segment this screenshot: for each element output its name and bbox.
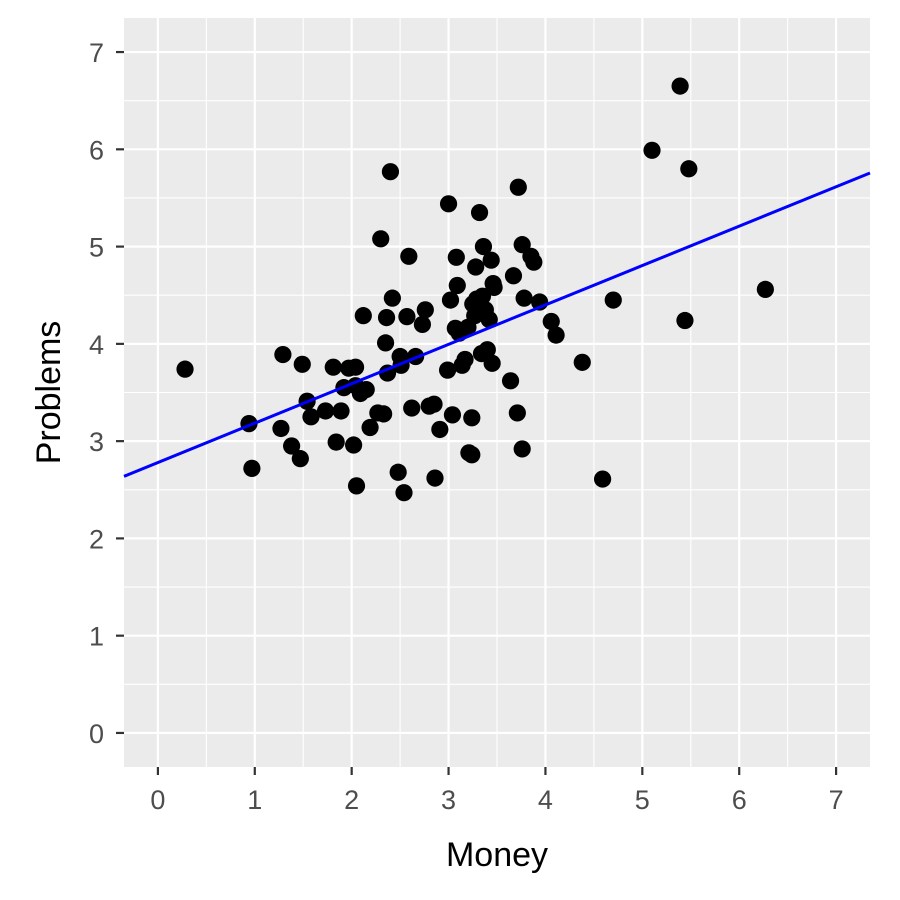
data-point xyxy=(604,291,622,309)
data-point xyxy=(332,402,350,420)
data-point xyxy=(482,251,500,269)
data-point xyxy=(480,310,498,329)
y-axis: 0 1 2 3 4 5 6 7 xyxy=(89,38,124,749)
data-point xyxy=(291,450,309,468)
data-point xyxy=(478,341,496,359)
x-tick-label: 2 xyxy=(344,785,359,815)
data-point xyxy=(361,418,379,437)
data-point xyxy=(395,484,413,502)
scatter-points xyxy=(176,77,774,502)
data-point xyxy=(513,440,531,458)
x-tick-label: 6 xyxy=(732,785,747,815)
data-point xyxy=(324,358,342,376)
data-point xyxy=(573,353,591,371)
regression-line xyxy=(123,171,871,478)
data-point xyxy=(416,301,434,319)
data-point xyxy=(400,247,418,265)
x-axis: 0 1 2 3 4 5 6 7 xyxy=(150,767,844,815)
data-point xyxy=(508,404,526,422)
data-point xyxy=(372,230,390,248)
data-point xyxy=(426,469,444,487)
y-tick-label: 5 xyxy=(89,233,104,263)
data-point xyxy=(504,267,523,285)
regression-line-layer xyxy=(123,171,871,478)
data-point xyxy=(346,358,365,376)
x-axis-title: Money xyxy=(446,836,548,874)
data-point xyxy=(542,312,560,331)
data-point xyxy=(389,463,407,481)
data-point xyxy=(381,163,400,181)
data-point xyxy=(501,372,520,390)
data-point xyxy=(413,315,431,334)
data-point xyxy=(243,459,261,477)
data-point xyxy=(438,361,457,379)
data-point xyxy=(467,258,485,276)
data-point xyxy=(515,289,533,307)
data-point xyxy=(441,291,460,309)
data-point xyxy=(357,380,375,399)
data-point xyxy=(439,195,458,213)
data-point xyxy=(525,253,543,271)
data-point xyxy=(483,354,501,372)
data-point xyxy=(345,436,363,454)
data-point xyxy=(470,203,489,222)
x-tick-label: 7 xyxy=(829,785,844,815)
data-point xyxy=(756,280,774,298)
x-tick-label: 0 xyxy=(150,785,165,815)
data-point xyxy=(671,77,689,95)
data-point xyxy=(383,289,401,307)
y-tick-label: 4 xyxy=(89,330,104,360)
data-point xyxy=(448,276,466,295)
data-point xyxy=(509,178,527,196)
data-point xyxy=(547,326,565,344)
data-point xyxy=(375,405,393,423)
data-point xyxy=(327,433,345,451)
data-point xyxy=(443,406,462,424)
major-gridlines xyxy=(124,18,870,767)
x-tick-label: 4 xyxy=(538,785,553,815)
data-point xyxy=(354,307,372,325)
y-tick-label: 1 xyxy=(89,622,104,652)
data-point xyxy=(431,420,449,439)
data-point xyxy=(347,477,366,495)
x-tick-label: 5 xyxy=(635,785,650,815)
data-point xyxy=(643,141,661,159)
data-point xyxy=(272,419,290,438)
y-tick-label: 7 xyxy=(89,38,104,68)
y-tick-label: 6 xyxy=(89,135,104,165)
data-point xyxy=(456,350,474,369)
data-point xyxy=(283,437,301,455)
data-point xyxy=(377,309,396,327)
minor-gridlines xyxy=(124,18,870,767)
data-point xyxy=(485,278,503,297)
data-point xyxy=(447,248,465,266)
data-point xyxy=(274,345,292,364)
data-point xyxy=(680,160,698,178)
data-point xyxy=(293,355,311,373)
data-point xyxy=(474,237,493,256)
y-axis-title: Problems xyxy=(30,321,68,465)
data-point xyxy=(463,446,481,464)
data-point xyxy=(403,399,421,417)
data-point xyxy=(316,402,335,420)
data-point xyxy=(594,470,612,488)
data-point xyxy=(425,395,443,413)
y-tick-label: 3 xyxy=(89,427,104,457)
x-tick-label: 1 xyxy=(247,785,262,815)
data-point xyxy=(376,334,395,352)
y-tick-label: 0 xyxy=(89,719,104,749)
y-tick-label: 2 xyxy=(89,524,104,554)
data-point xyxy=(302,408,320,426)
data-point xyxy=(398,308,416,326)
x-tick-label: 3 xyxy=(441,785,456,815)
data-point xyxy=(676,311,694,330)
data-point xyxy=(176,360,194,378)
data-point xyxy=(463,409,481,427)
